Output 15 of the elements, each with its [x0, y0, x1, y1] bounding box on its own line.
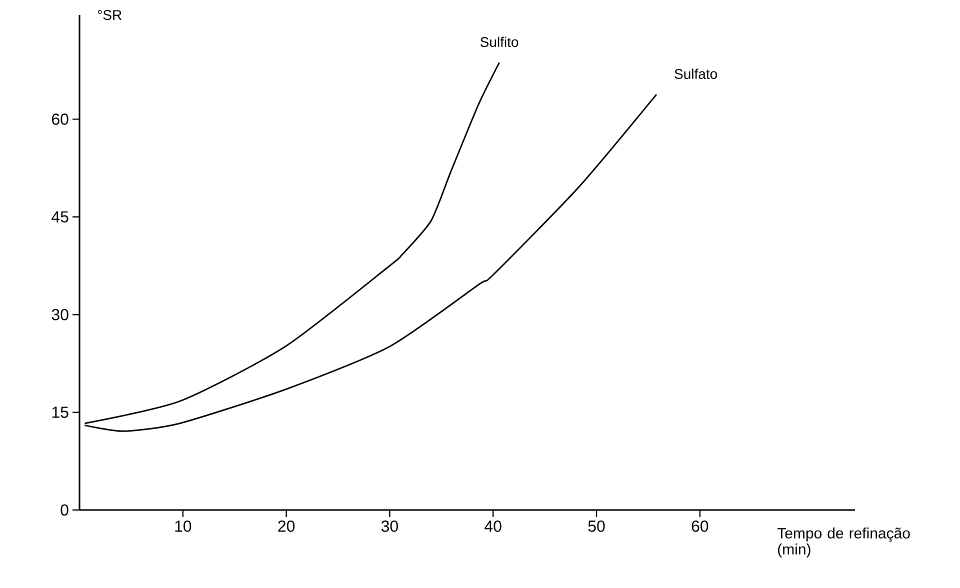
series-label: Sulfato: [674, 68, 718, 79]
x-tick-label: 20: [278, 520, 295, 532]
x-axis-title: Tempo de refinação (min): [777, 528, 910, 558]
y-tick-label: 60: [52, 114, 68, 125]
x-tick-label: 50: [588, 520, 605, 532]
y-axis-title: °SR: [98, 10, 122, 20]
y-tick-label: 45: [52, 211, 68, 222]
y-tick-label: 30: [52, 308, 68, 320]
y-tick-label: 15: [52, 406, 68, 418]
x-tick-label: 30: [381, 520, 398, 532]
x-tick-label: 60: [692, 520, 708, 532]
x-tick-label: 10: [175, 520, 192, 532]
x-tick-label: 40: [484, 520, 502, 532]
y-tick-label: 0: [60, 504, 68, 516]
series-label: Sulfito: [480, 36, 518, 48]
